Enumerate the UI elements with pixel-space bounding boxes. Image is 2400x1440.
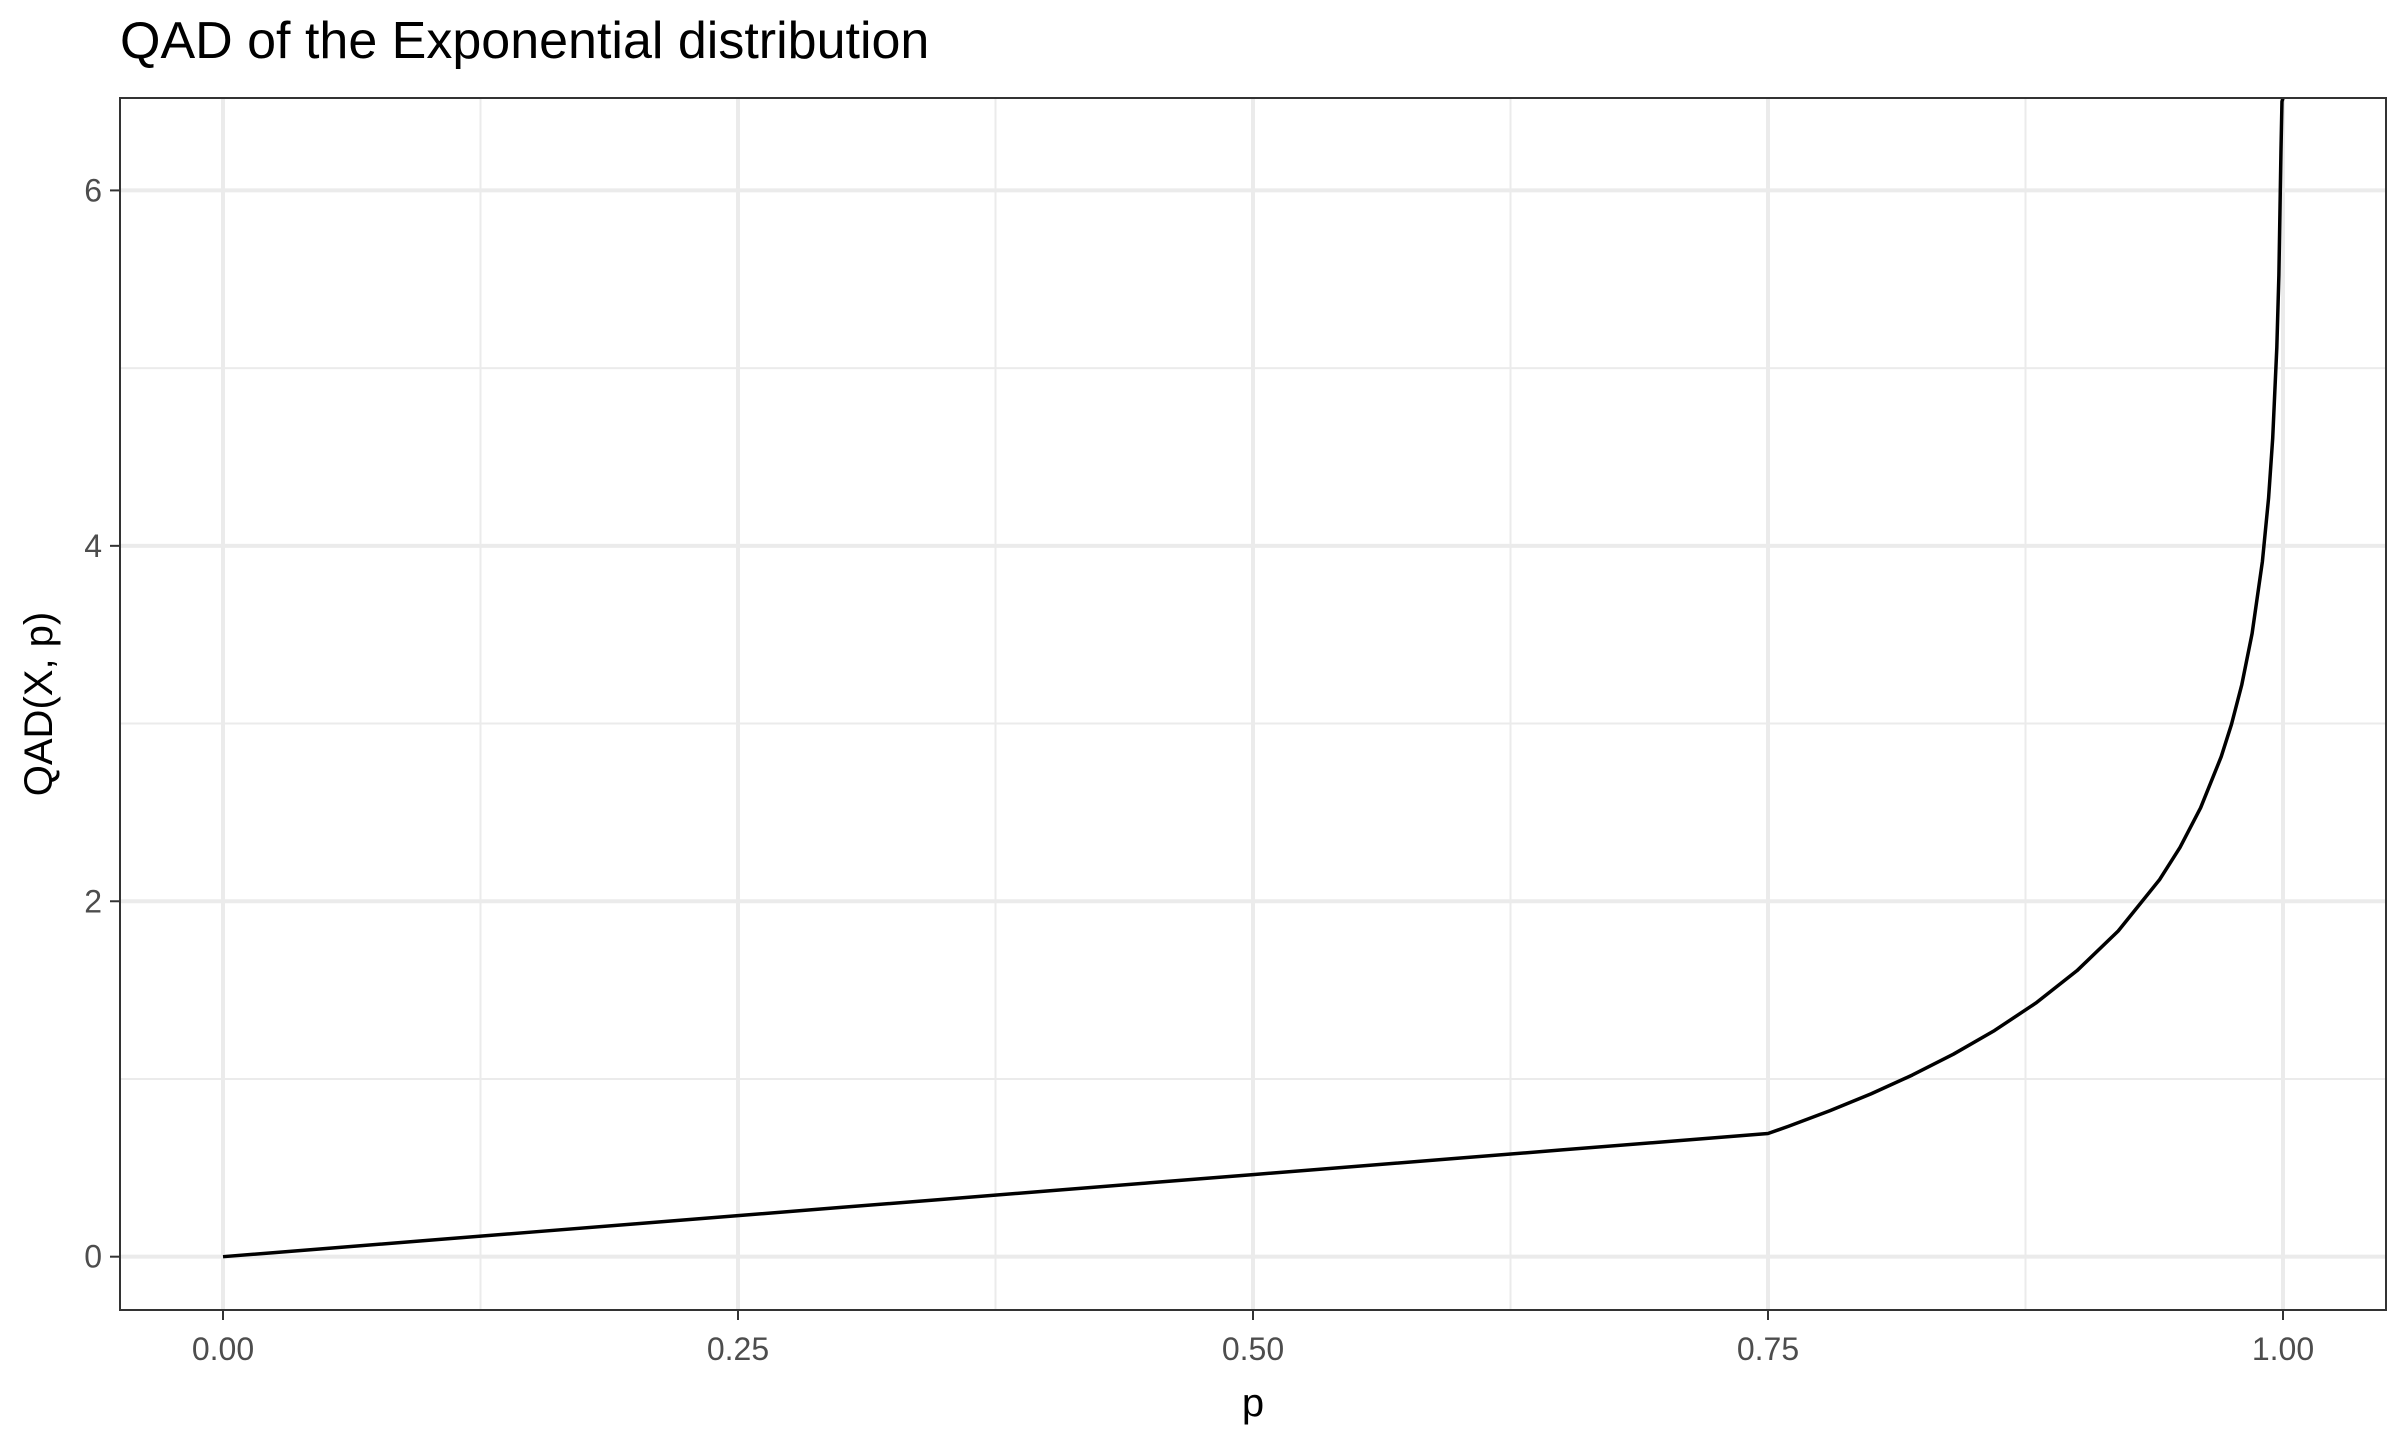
series-layer — [222, 97, 2285, 1259]
y-tick-label: 2 — [84, 883, 102, 919]
x-axis-label: p — [1242, 1381, 1264, 1425]
series-line — [222, 97, 2285, 1259]
x-tick-label: 0.50 — [1222, 1331, 1284, 1367]
y-axis-label: QAD(X, p) — [17, 612, 61, 796]
x-axis: 0.00 0.25 0.50 0.75 1.00 — [192, 1310, 2314, 1367]
grid — [120, 98, 2386, 1310]
x-tick-label: 0.00 — [192, 1331, 254, 1367]
y-axis: 0 2 4 6 — [84, 172, 120, 1275]
y-tick-label: 4 — [84, 528, 102, 564]
chart-title: QAD of the Exponential distribution — [120, 12, 929, 70]
y-tick-label: 0 — [84, 1239, 102, 1275]
y-tick-label: 6 — [84, 172, 102, 208]
x-tick-label: 0.25 — [707, 1331, 769, 1367]
x-tick-label: 1.00 — [2252, 1331, 2314, 1367]
x-tick-label: 0.75 — [1737, 1331, 1799, 1367]
